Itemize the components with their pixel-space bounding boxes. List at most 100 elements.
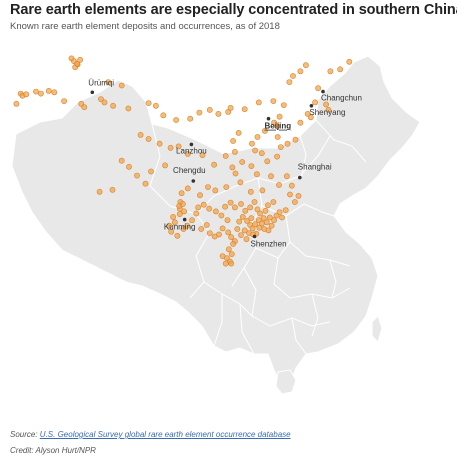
deposit-marker xyxy=(206,230,213,236)
deposit-marker xyxy=(219,225,226,232)
deposit-marker xyxy=(238,201,244,207)
deposit-marker xyxy=(290,73,296,79)
deposit-marker xyxy=(323,101,329,108)
deposit-marker xyxy=(148,168,154,175)
deposit-marker xyxy=(96,188,103,195)
deposit-marker xyxy=(51,89,58,96)
deposit-marker xyxy=(193,210,200,217)
deposit-marker xyxy=(206,205,213,212)
province-border xyxy=(315,119,367,163)
deposit-marker xyxy=(257,210,263,217)
deposit-marker xyxy=(260,215,267,222)
deposit-marker xyxy=(33,88,39,95)
city-label: Changchun xyxy=(321,94,362,103)
deposit-marker xyxy=(251,199,258,205)
city-label: Ürümqi xyxy=(88,78,114,87)
deposit-marker xyxy=(227,199,234,206)
deposit-marker xyxy=(225,229,232,236)
deposit-marker xyxy=(249,140,255,147)
city-markers: Ürümqi Changchun Shenyang Beijing Lanzhou Sha… xyxy=(88,78,362,248)
deposit-marker xyxy=(23,91,30,98)
deposit-marker xyxy=(216,231,222,238)
province-border xyxy=(299,135,307,177)
deposit-marker xyxy=(223,184,230,190)
deposit-marker xyxy=(170,213,176,220)
deposit-marker xyxy=(98,96,104,102)
deposit-marker xyxy=(270,98,277,104)
deposit-marker xyxy=(264,202,271,209)
deposit-marker xyxy=(228,251,235,257)
deposit-marker xyxy=(109,186,116,193)
deposit-marker xyxy=(126,163,132,170)
deposit-marker xyxy=(125,105,132,112)
deposit-marker xyxy=(173,117,179,123)
deposit-marker xyxy=(237,179,244,186)
province-border xyxy=(329,259,337,299)
deposit-marker xyxy=(199,152,206,159)
province-border xyxy=(239,303,255,355)
province-border xyxy=(213,294,223,347)
deposit-marker xyxy=(61,98,67,104)
deposit-marker xyxy=(81,104,88,111)
deposit-marker xyxy=(346,58,353,65)
deposit-marker xyxy=(286,79,293,85)
deposit-marker xyxy=(203,222,210,228)
deposit-marker xyxy=(252,147,258,154)
deposit-marker xyxy=(280,102,287,108)
deposit-marker xyxy=(258,150,265,157)
deposit-marker xyxy=(181,208,187,215)
deposit-marker xyxy=(279,214,285,221)
deposit-marker xyxy=(171,219,178,226)
deposit-marker xyxy=(152,102,159,109)
deposit-marker xyxy=(268,173,274,180)
deposit-marker xyxy=(264,158,271,165)
deposit-marker xyxy=(206,107,213,113)
deposit-marker xyxy=(222,260,229,267)
deposit-marker xyxy=(291,199,298,205)
deposit-marker xyxy=(297,119,304,126)
deposit-marker xyxy=(255,99,262,106)
deposit-marker xyxy=(189,217,195,224)
deposit-marker xyxy=(228,234,235,241)
deposit-marker xyxy=(248,215,255,222)
deposit-marker xyxy=(167,144,174,151)
deposit-marker xyxy=(254,206,261,213)
deposit-marker xyxy=(45,88,52,94)
deposit-marker xyxy=(145,100,152,106)
source-prefix: Source: xyxy=(10,430,40,439)
deposit-marker xyxy=(176,211,183,217)
deposit-marker xyxy=(101,99,108,106)
deposit-marker xyxy=(236,218,243,225)
deposit-marker xyxy=(325,107,332,113)
province-border xyxy=(195,135,331,215)
city-dot xyxy=(321,89,325,94)
deposit-marker xyxy=(224,217,231,224)
deposit-marker xyxy=(234,226,241,232)
province-border xyxy=(285,215,351,267)
deposit-marker xyxy=(137,132,144,138)
source-link[interactable]: U.S. Geological Survey global rare earth… xyxy=(39,430,291,439)
deposit-marker xyxy=(222,203,228,210)
deposit-marker xyxy=(277,144,284,150)
deposit-marker xyxy=(247,204,254,211)
deposit-marker xyxy=(227,105,234,111)
deposit-marker xyxy=(274,153,280,160)
deposit-marker xyxy=(230,138,236,144)
city-dot xyxy=(266,116,271,121)
deposit-marker xyxy=(261,128,268,134)
taiwan-island xyxy=(371,315,383,343)
deposit-marker xyxy=(211,161,217,168)
deposit-marker xyxy=(231,149,238,155)
map-svg: Ürümqi Changchun Shenyang Beijing Lanzhou Sha… xyxy=(11,55,421,395)
deposit-marker xyxy=(142,180,149,187)
city-label: Chengdu xyxy=(173,166,205,175)
deposit-marker xyxy=(337,66,344,73)
deposit-marker xyxy=(239,159,246,165)
deposit-marker xyxy=(145,136,152,142)
deposit-marker xyxy=(239,213,246,220)
deposit-marker xyxy=(205,184,211,190)
page-title: Rare earth elements are especially conce… xyxy=(10,2,457,18)
deposit-marker xyxy=(284,140,291,147)
deposit-marker xyxy=(235,130,242,136)
deposit-marker xyxy=(276,182,282,188)
